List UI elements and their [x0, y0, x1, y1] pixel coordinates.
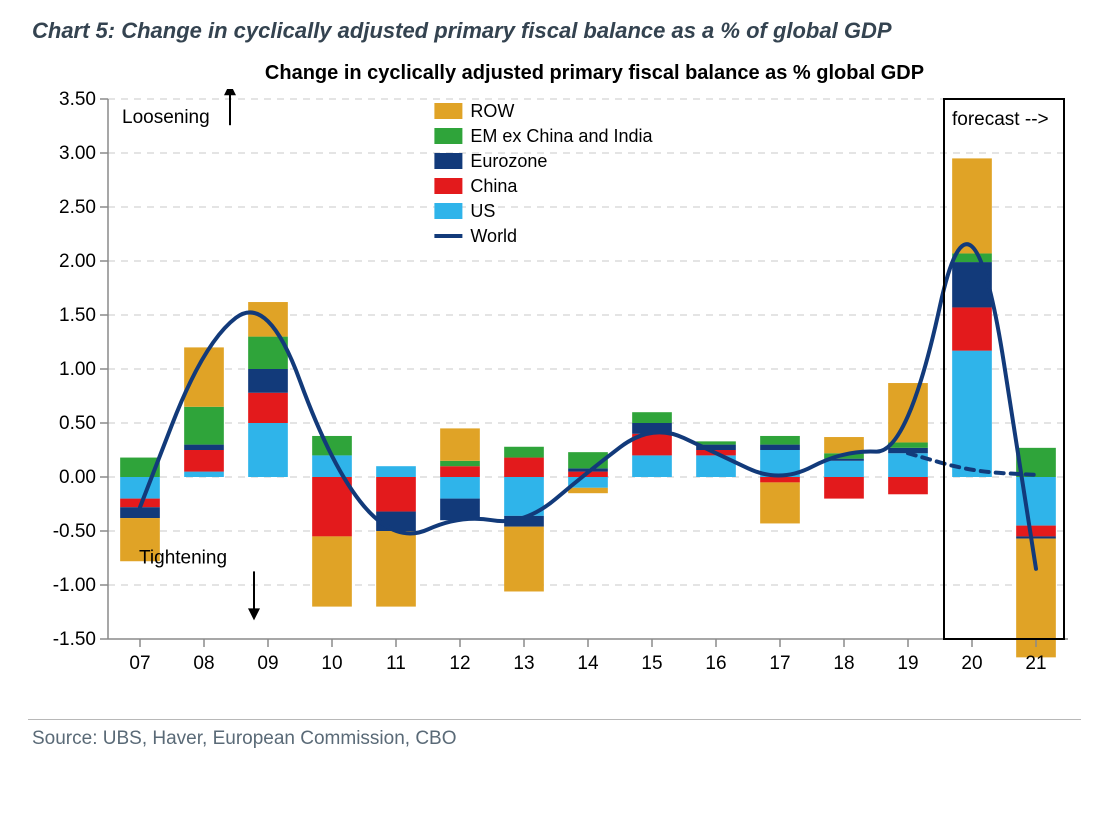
svg-text:17: 17 — [769, 653, 790, 674]
svg-text:2.00: 2.00 — [59, 251, 96, 272]
svg-text:1.00: 1.00 — [59, 359, 96, 380]
svg-text:-0.50: -0.50 — [53, 521, 96, 542]
svg-text:Tightening: Tightening — [139, 547, 227, 568]
svg-text:15: 15 — [641, 653, 662, 674]
source-text: Source: UBS, Haver, European Commission,… — [32, 728, 1081, 750]
svg-text:ROW: ROW — [470, 101, 514, 121]
svg-text:12: 12 — [449, 653, 470, 674]
svg-text:07: 07 — [129, 653, 150, 674]
svg-text:0.00: 0.00 — [59, 467, 96, 488]
svg-text:3.00: 3.00 — [59, 143, 96, 164]
svg-text:08: 08 — [193, 653, 214, 674]
svg-text:20: 20 — [961, 653, 982, 674]
svg-text:14: 14 — [577, 653, 599, 674]
svg-text:Eurozone: Eurozone — [470, 151, 547, 171]
svg-text:19: 19 — [897, 653, 918, 674]
svg-text:2.50: 2.50 — [59, 197, 96, 218]
svg-text:16: 16 — [705, 653, 726, 674]
svg-text:1.50: 1.50 — [59, 305, 96, 326]
svg-text:-1.50: -1.50 — [53, 629, 96, 650]
svg-text:09: 09 — [257, 653, 278, 674]
svg-text:EM ex China and India: EM ex China and India — [470, 126, 653, 146]
svg-text:10: 10 — [321, 653, 342, 674]
chart-svg: -1.50 -1.00 -0.50 0.00 0.50 1.00 1.50 2.00 2.50 3… — [28, 89, 1088, 689]
svg-text:21: 21 — [1025, 653, 1046, 674]
svg-text:Loosening: Loosening — [122, 107, 210, 128]
svg-text:US: US — [470, 201, 495, 221]
chart-area: -1.50 -1.00 -0.50 0.00 0.50 1.00 1.50 2.00 2.50 3… — [28, 89, 1088, 689]
divider — [28, 719, 1081, 720]
svg-text:13: 13 — [513, 653, 534, 674]
chart-title: Change in cyclically adjusted primary fi… — [28, 62, 1081, 85]
svg-text:3.50: 3.50 — [59, 89, 96, 110]
svg-text:China: China — [470, 176, 518, 196]
svg-text:11: 11 — [386, 653, 406, 674]
svg-text:forecast -->: forecast --> — [952, 109, 1049, 130]
svg-text:-1.00: -1.00 — [53, 575, 96, 596]
chart-caption: Chart 5: Change in cyclically adjusted p… — [32, 18, 1081, 44]
svg-text:World: World — [470, 226, 517, 246]
svg-text:18: 18 — [833, 653, 854, 674]
svg-text:0.50: 0.50 — [59, 413, 96, 434]
